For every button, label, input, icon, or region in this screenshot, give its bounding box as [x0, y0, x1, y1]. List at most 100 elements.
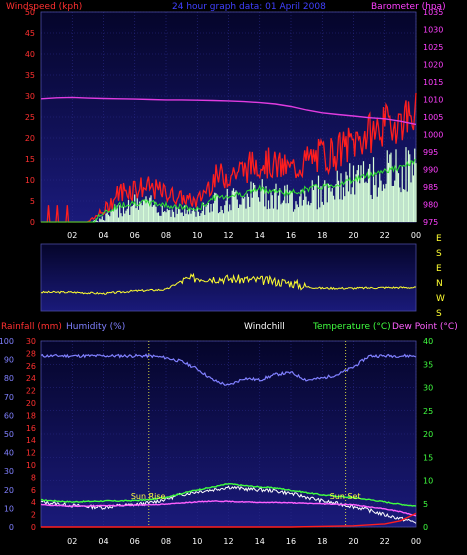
windchill-legend: Windchill	[244, 322, 285, 332]
humidity-tick-label: 30	[4, 467, 14, 476]
temperature-grid	[40, 340, 417, 528]
windspeed-tick-label: 20	[25, 134, 35, 143]
wind-average-line	[41, 158, 417, 223]
wind-hour-tick-label: 08	[161, 231, 171, 240]
humidity-tick-label: 20	[4, 486, 14, 495]
direction-plot-border	[40, 243, 417, 312]
humidity-tick-label: 50	[4, 430, 14, 439]
humidity-line	[40, 353, 417, 386]
temperature-line	[41, 482, 417, 507]
wind-hour-tick-label: 14	[255, 231, 265, 240]
humidity-tick-label: 40	[4, 449, 14, 458]
rainfall-tick-label: 14	[26, 436, 36, 445]
compass-letter-e-top: E	[436, 234, 442, 244]
wind-series	[40, 92, 417, 223]
rainfall-tick-label: 26	[26, 362, 36, 371]
barometer-tick-label: 1020	[423, 61, 443, 70]
barometer-tick-label: 1025	[423, 43, 443, 52]
rainfall-tick-label: 20	[26, 399, 36, 408]
windspeed-tick-label: 15	[25, 155, 35, 164]
barometer-tick-label: 1010	[423, 96, 443, 105]
compass-letter-s-top: S	[436, 249, 442, 259]
temperature-tick-label: 40	[423, 337, 433, 346]
barometer-tick-label: 1030	[423, 26, 443, 35]
rainfall-tick-label: 18	[26, 411, 36, 420]
windspeed-tick-label: 45	[25, 29, 35, 38]
barometer-tick-label: 990	[423, 166, 438, 175]
barometer-tick-label: 980	[423, 201, 438, 210]
rainfall-tick-label: 12	[26, 449, 36, 458]
temperature-axis-label: Temperature (°C)	[312, 322, 391, 332]
sunset-label: Sun Set	[330, 492, 361, 501]
wind-hour-tick-label: 04	[98, 231, 108, 240]
wind-hour-tick-label: 02	[67, 231, 77, 240]
barometer-tick-label: 985	[423, 183, 438, 192]
temperature-hour-tick-label: 12	[223, 537, 233, 546]
compass-letter-n: N	[436, 279, 443, 289]
wind-hour-tick-label: 20	[348, 231, 358, 240]
temperature-tick-label: 10	[423, 477, 433, 486]
temperature-tick-label: 5	[423, 500, 428, 509]
humidity-tick-label: 10	[4, 504, 14, 513]
wind-hour-tick-label: 06	[130, 231, 140, 240]
wind-grid	[40, 11, 417, 312]
humidity-axis-label: Humidity (%)	[66, 322, 125, 332]
temperature-hour-tick-label: 16	[286, 537, 296, 546]
sunrise-label: Sun Rise	[131, 492, 166, 501]
temperature-hour-tick-label: 22	[380, 537, 390, 546]
barometer-line	[40, 96, 417, 126]
windspeed-tick-label: 0	[30, 218, 35, 227]
temperature-tick-label: 30	[423, 384, 433, 393]
rainfall-tick-label: 24	[26, 374, 36, 383]
humidity-tick-label: 70	[4, 393, 14, 402]
barometer-tick-label: 1000	[423, 131, 443, 140]
wind-hour-tick-label: 00	[411, 231, 421, 240]
wind-hour-tick-label: 22	[380, 231, 390, 240]
barometer-tick-label: 1035	[423, 8, 443, 17]
rainfall-tick-label: 2	[31, 511, 36, 520]
rainfall-tick-label: 4	[31, 498, 36, 507]
wind-hour-tick-label: 10	[192, 231, 202, 240]
humidity-tick-label: 90	[4, 356, 14, 365]
temperature-tick-label: 25	[423, 407, 433, 416]
temperature-series	[40, 341, 417, 528]
rainfall-tick-label: 0	[31, 523, 36, 532]
temperature-hour-tick-label: 00	[411, 537, 421, 546]
temperature-hour-tick-label: 20	[348, 537, 358, 546]
windspeed-tick-label: 35	[25, 71, 35, 80]
dewpoint-line	[40, 500, 417, 517]
wind-hour-tick-label: 12	[223, 231, 233, 240]
windspeed-tick-label: 50	[25, 8, 35, 17]
barometer-tick-label: 995	[423, 148, 438, 157]
temperature-hour-tick-label: 06	[130, 537, 140, 546]
wind-hour-tick-label: 18	[317, 231, 327, 240]
rainfall-axis-label: Rainfall (mm)	[1, 322, 62, 332]
windchill-line	[40, 485, 417, 524]
temperature-hour-tick-label: 04	[98, 537, 108, 546]
temperature-tick-label: 20	[423, 430, 433, 439]
compass-letter-w: W	[436, 294, 445, 304]
windspeed-tick-label: 25	[25, 113, 35, 122]
temperature-hour-tick-label: 10	[192, 537, 202, 546]
windspeed-tick-label: 30	[25, 92, 35, 101]
temperature-hour-tick-label: 08	[161, 537, 171, 546]
barometer-tick-label: 1015	[423, 78, 443, 87]
wind-hour-tick-label: 16	[286, 231, 296, 240]
temperature-hour-tick-label: 18	[317, 537, 327, 546]
rainfall-tick-label: 16	[26, 424, 36, 433]
windspeed-axis-label: Windspeed (kph)	[6, 2, 82, 12]
windspeed-tick-label: 10	[25, 176, 35, 185]
tick-labels: 0510152025303540455097598098599099510001…	[0, 8, 443, 546]
temperature-tick-label: 0	[423, 523, 428, 532]
rainfall-tick-label: 6	[31, 486, 36, 495]
rainfall-tick-label: 30	[26, 337, 36, 346]
rainfall-tick-label: 10	[26, 461, 36, 470]
temperature-tick-label: 15	[423, 453, 433, 462]
chart-title: 24 hour graph data: 01 April 2008	[172, 2, 326, 12]
wind-gust-line	[41, 92, 417, 223]
rainfall-tick-label: 22	[26, 387, 36, 396]
temperature-hour-tick-label: 14	[255, 537, 265, 546]
rainfall-line	[41, 512, 417, 528]
compass-letter-e: E	[436, 264, 442, 274]
